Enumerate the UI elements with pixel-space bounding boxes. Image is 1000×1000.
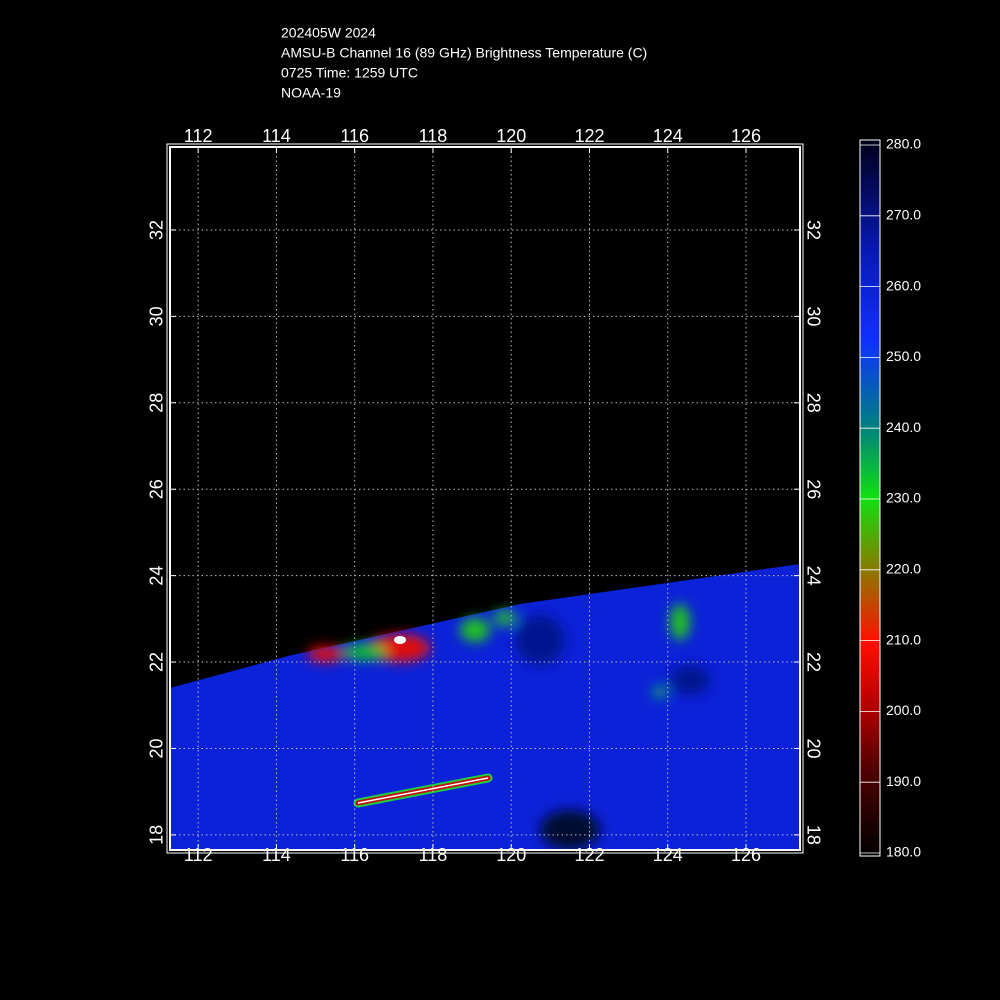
lat-label: 18 <box>803 825 823 845</box>
lon-label: 114 <box>262 845 291 865</box>
header-line: 0725 Time: 1259 UTC <box>281 65 418 81</box>
colorbar-label: 210.0 <box>886 631 921 647</box>
lat-label: 26 <box>803 479 823 499</box>
lat-label: 22 <box>803 652 823 672</box>
cloud <box>652 686 668 698</box>
lat-label: 20 <box>147 738 167 758</box>
colorbar-label: 230.0 <box>886 490 921 506</box>
colorbar-label: 240.0 <box>886 419 921 435</box>
frame <box>169 146 801 851</box>
colorbar-label: 220.0 <box>886 561 921 577</box>
lon-label: 118 <box>419 845 448 865</box>
colorbar-label: 180.0 <box>886 844 921 860</box>
lon-label: 112 <box>184 845 213 865</box>
land <box>540 810 600 850</box>
grid <box>170 147 800 850</box>
swath <box>170 564 800 850</box>
lon-label: 120 <box>496 126 526 146</box>
header-line: AMSU-B Channel 16 (89 GHz) Brightness Te… <box>281 45 647 61</box>
lat-label: 30 <box>803 306 823 326</box>
colorbar-label: 200.0 <box>886 702 921 718</box>
lat-label: 28 <box>147 393 167 413</box>
lon-label: 126 <box>731 845 761 865</box>
cloud <box>493 610 517 626</box>
lon-label: 126 <box>731 126 761 146</box>
lon-label: 120 <box>496 845 526 865</box>
lat-label: 26 <box>147 479 167 499</box>
land <box>515 615 565 665</box>
header: 202405W 2024 AMSU-B Channel 16 (89 GHz) B… <box>281 25 647 101</box>
lon-label: 112 <box>184 126 213 146</box>
lon-label: 114 <box>262 126 291 146</box>
cloud <box>343 644 387 660</box>
lat-label: 28 <box>803 393 823 413</box>
lon-label: 122 <box>574 126 604 146</box>
frame <box>166 143 804 854</box>
colorbar-label: 260.0 <box>886 277 921 293</box>
lon-label: 122 <box>574 845 604 865</box>
cloud <box>670 604 690 640</box>
lat-label: 32 <box>803 220 823 240</box>
lat-label: 24 <box>803 566 823 586</box>
lat-label: 24 <box>147 566 167 586</box>
colorbar-label: 280.0 <box>886 136 921 152</box>
lon-label: 116 <box>340 126 369 146</box>
lon-label: 124 <box>653 845 683 865</box>
cold-cloud <box>307 646 343 662</box>
lat-label: 20 <box>803 738 823 758</box>
colorbar-label: 270.0 <box>886 207 921 223</box>
lon-label: 118 <box>419 126 448 146</box>
colorbar-label: 250.0 <box>886 348 921 364</box>
colorbar-label: 190.0 <box>886 773 921 789</box>
lon-label: 116 <box>340 845 369 865</box>
features <box>307 604 710 850</box>
colorbar <box>859 139 881 857</box>
imagery <box>170 564 800 850</box>
lon-label: 124 <box>653 126 683 146</box>
streak <box>357 777 489 804</box>
cloud <box>460 618 490 642</box>
land <box>670 665 710 695</box>
lat-label: 30 <box>147 306 167 326</box>
lat-label: 18 <box>147 825 167 845</box>
lat-label: 32 <box>147 220 167 240</box>
cold-core <box>394 636 406 644</box>
header-line: 202405W 2024 <box>281 25 376 41</box>
lat-label: 22 <box>147 652 167 672</box>
header-line: NOAA-19 <box>281 85 341 101</box>
